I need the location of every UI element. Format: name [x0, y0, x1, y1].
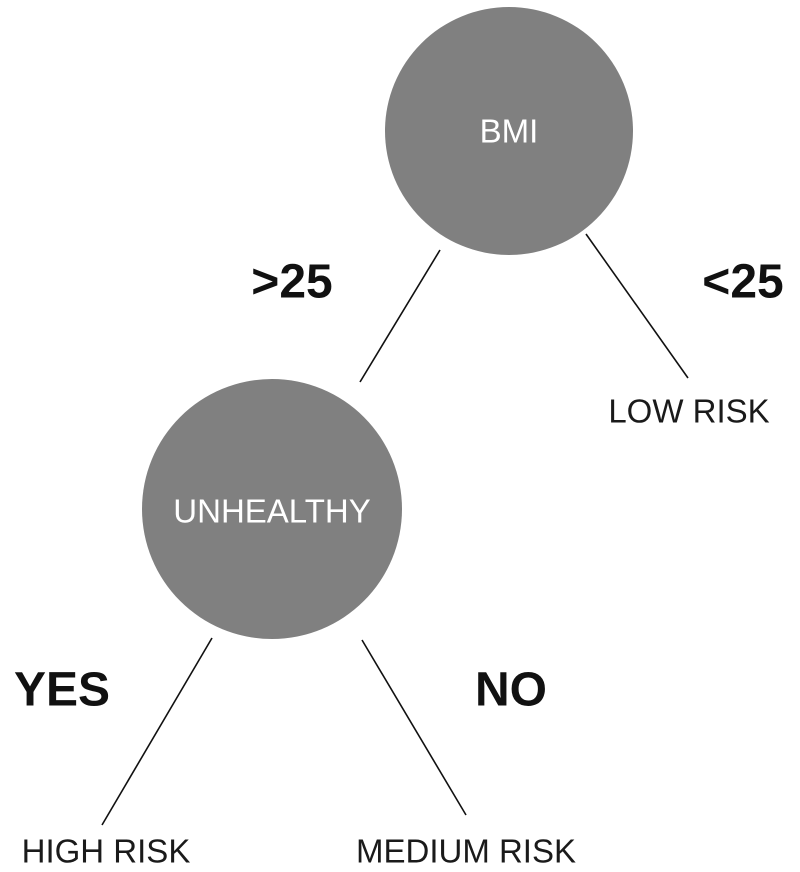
node-unhealthy: UNHEALTHY: [142, 379, 402, 639]
node-unhealthy-label: UNHEALTHY: [173, 493, 370, 530]
node-bmi-circle: [385, 7, 633, 255]
edge-label-no: NO: [475, 664, 547, 717]
edge-label-yes: YES: [14, 664, 110, 717]
edge-label-less-25: <25: [702, 256, 783, 309]
node-unhealthy-circle: [142, 379, 402, 639]
edge-unhealthy-to-medium-risk: [361, 639, 467, 816]
edge-unhealthy-to-high-risk: [101, 637, 213, 826]
node-bmi: BMI: [385, 7, 633, 255]
leaf-low-risk: LOW RISK: [608, 393, 769, 430]
leaf-medium-risk: MEDIUM RISK: [356, 833, 576, 870]
edge-root-to-low-risk: [585, 233, 689, 379]
edge-root-to-unhealthy: [359, 249, 441, 383]
leaf-high-risk: HIGH RISK: [22, 833, 191, 870]
edge-label-greater-25: >25: [251, 256, 332, 309]
node-bmi-label: BMI: [480, 113, 539, 150]
